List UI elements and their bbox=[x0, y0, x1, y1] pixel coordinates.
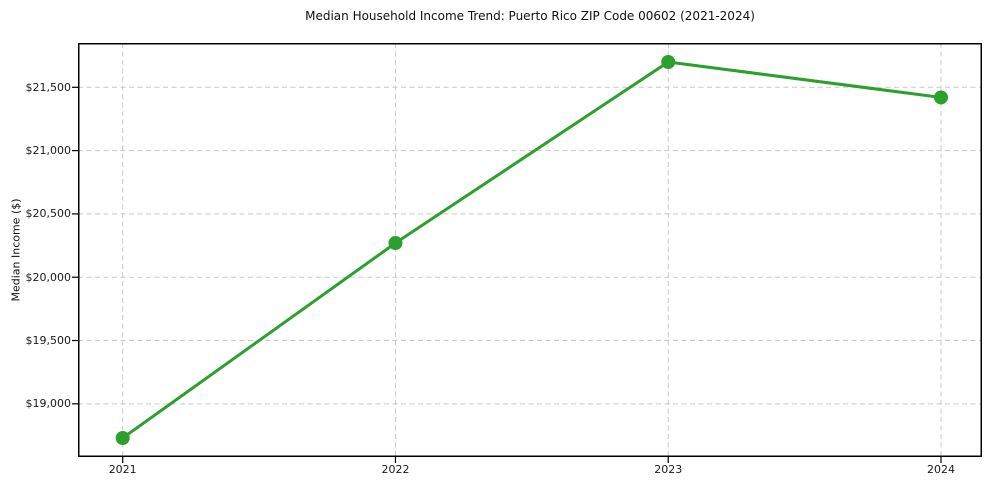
y-tick-label-19000: $19,000 bbox=[25, 397, 72, 411]
y-tick-label-20500: $20,500 bbox=[25, 207, 72, 221]
plot-border bbox=[78, 43, 982, 457]
x-tick-label-2023: 2023 bbox=[654, 463, 683, 476]
x-tick-label-2024: 2024 bbox=[927, 463, 955, 476]
y-tick-label-21500: $21,500 bbox=[25, 80, 72, 94]
x-tick-label-2022: 2022 bbox=[381, 463, 410, 476]
trend-line bbox=[121, 60, 943, 440]
y-tick-label-21000: $21,000 bbox=[25, 144, 72, 158]
y-tick-label-19500: $19,500 bbox=[25, 334, 72, 348]
data-point-2023 bbox=[661, 54, 676, 69]
data-point-2022 bbox=[388, 236, 403, 251]
data-point-2024 bbox=[934, 90, 948, 105]
y-tick-label-20000: $20,000 bbox=[25, 270, 72, 284]
x-tick-label-2021: 2021 bbox=[108, 463, 137, 476]
chart-title: Median Household Income Trend: Puerto Ri… bbox=[305, 9, 755, 23]
plot-area bbox=[72, 43, 982, 463]
data-point-2021 bbox=[115, 431, 130, 446]
